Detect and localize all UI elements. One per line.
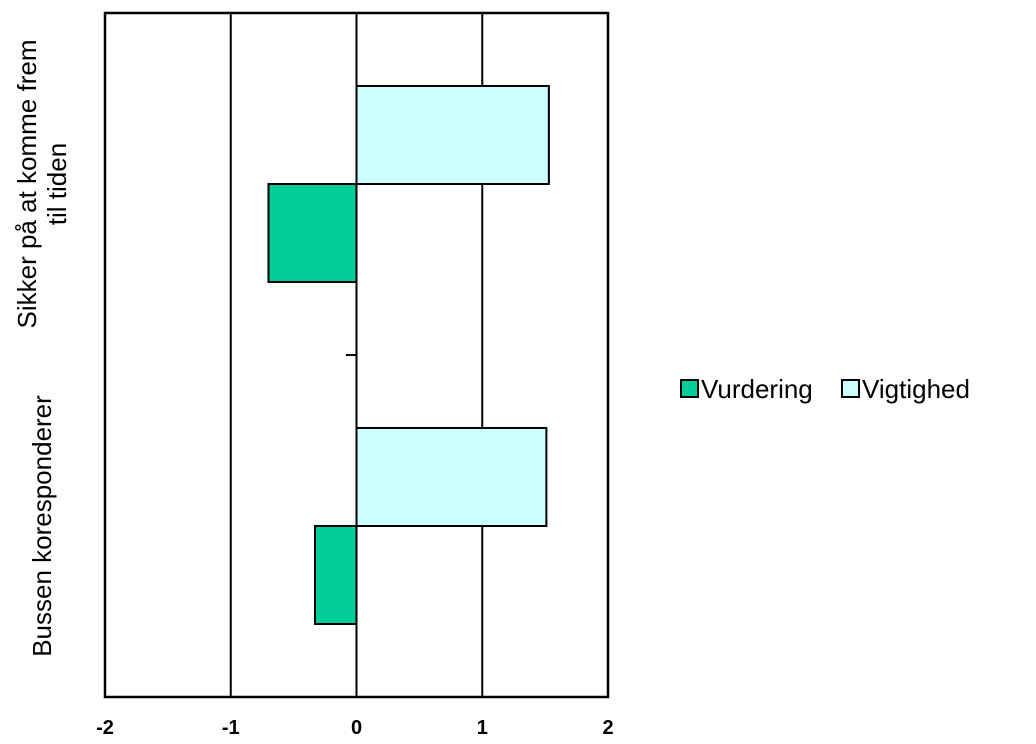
bar-vurdering-0 <box>267 183 358 283</box>
category-label: Sikker på at komme frem <box>12 40 42 329</box>
category-labels: Sikker på at komme frem til tiden Bussen k… <box>12 40 72 657</box>
x-tick-label: 0 <box>351 717 362 739</box>
bar-vigtighed-1 <box>355 427 548 527</box>
legend-swatch-vigtighed <box>841 379 860 398</box>
bar-vigtighed-0 <box>355 85 550 185</box>
category-label: til tiden <box>42 143 72 225</box>
bar-vurdering-1 <box>314 525 358 625</box>
x-tick-labels: -2 -1 0 1 2 <box>96 717 613 739</box>
x-tick-label: -1 <box>222 717 240 739</box>
legend-swatch-vurdering <box>680 379 699 398</box>
x-tick-label: 2 <box>602 717 613 739</box>
legend-label-vurdering: Vurdering <box>701 374 813 404</box>
category-label: Bussen koresponderer <box>27 395 57 657</box>
x-tick-label: 1 <box>477 717 488 739</box>
x-tick-label: -2 <box>96 717 114 739</box>
legend: Vurdering Vigtighed <box>680 374 970 404</box>
plot-area <box>103 11 610 699</box>
legend-label-vigtighed: Vigtighed <box>862 374 970 404</box>
bars <box>267 85 550 625</box>
